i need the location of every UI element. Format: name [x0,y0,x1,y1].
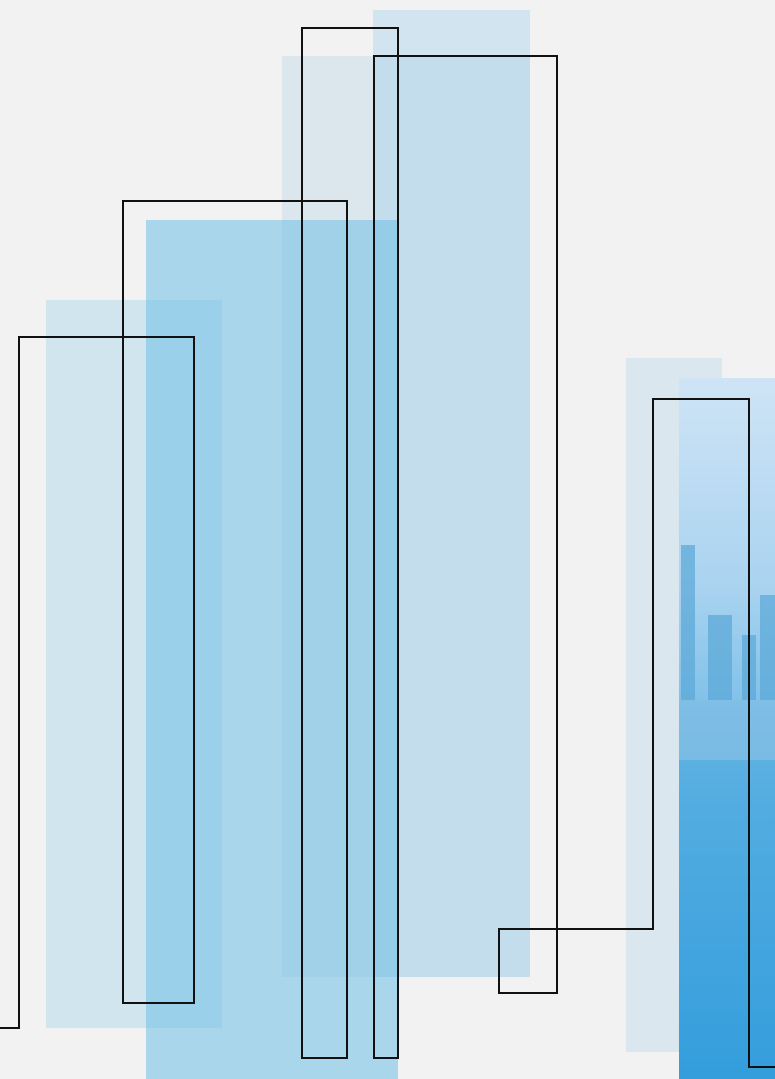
buildings [679,545,775,1079]
panel [373,10,530,977]
panel [146,220,398,1079]
city-image [679,378,775,1079]
outline-path [0,27,775,1068]
